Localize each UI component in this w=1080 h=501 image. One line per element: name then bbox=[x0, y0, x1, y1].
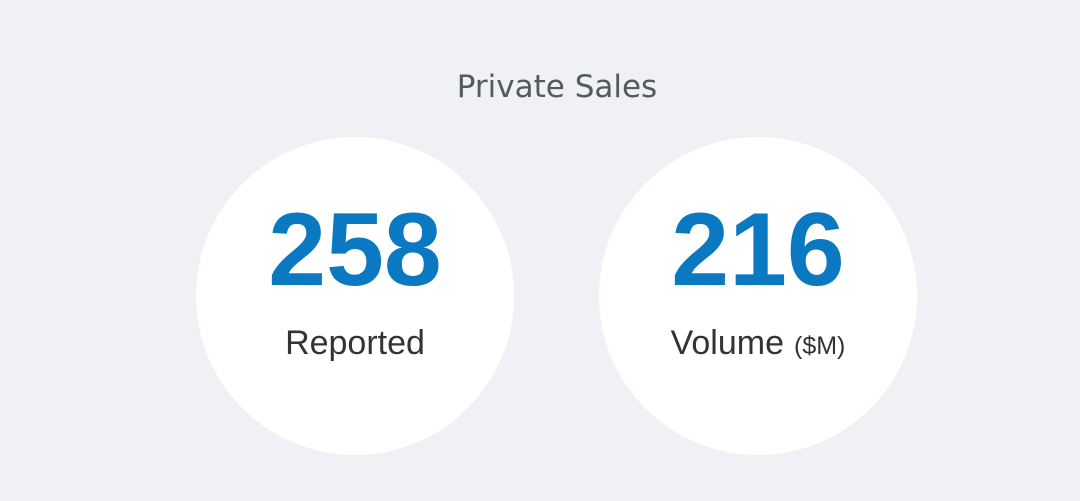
stat-circle bbox=[599, 137, 917, 455]
stat-label: Reported bbox=[285, 324, 425, 362]
stat-value: 258 bbox=[268, 192, 442, 308]
stat-circle bbox=[196, 137, 514, 455]
stat-label-group: Volume ($M) bbox=[671, 324, 846, 362]
title: Private Sales bbox=[457, 69, 657, 105]
stat-unit: ($M) bbox=[794, 332, 845, 360]
stat-label: Volume bbox=[671, 324, 784, 362]
stat-value: 216 bbox=[671, 192, 845, 308]
